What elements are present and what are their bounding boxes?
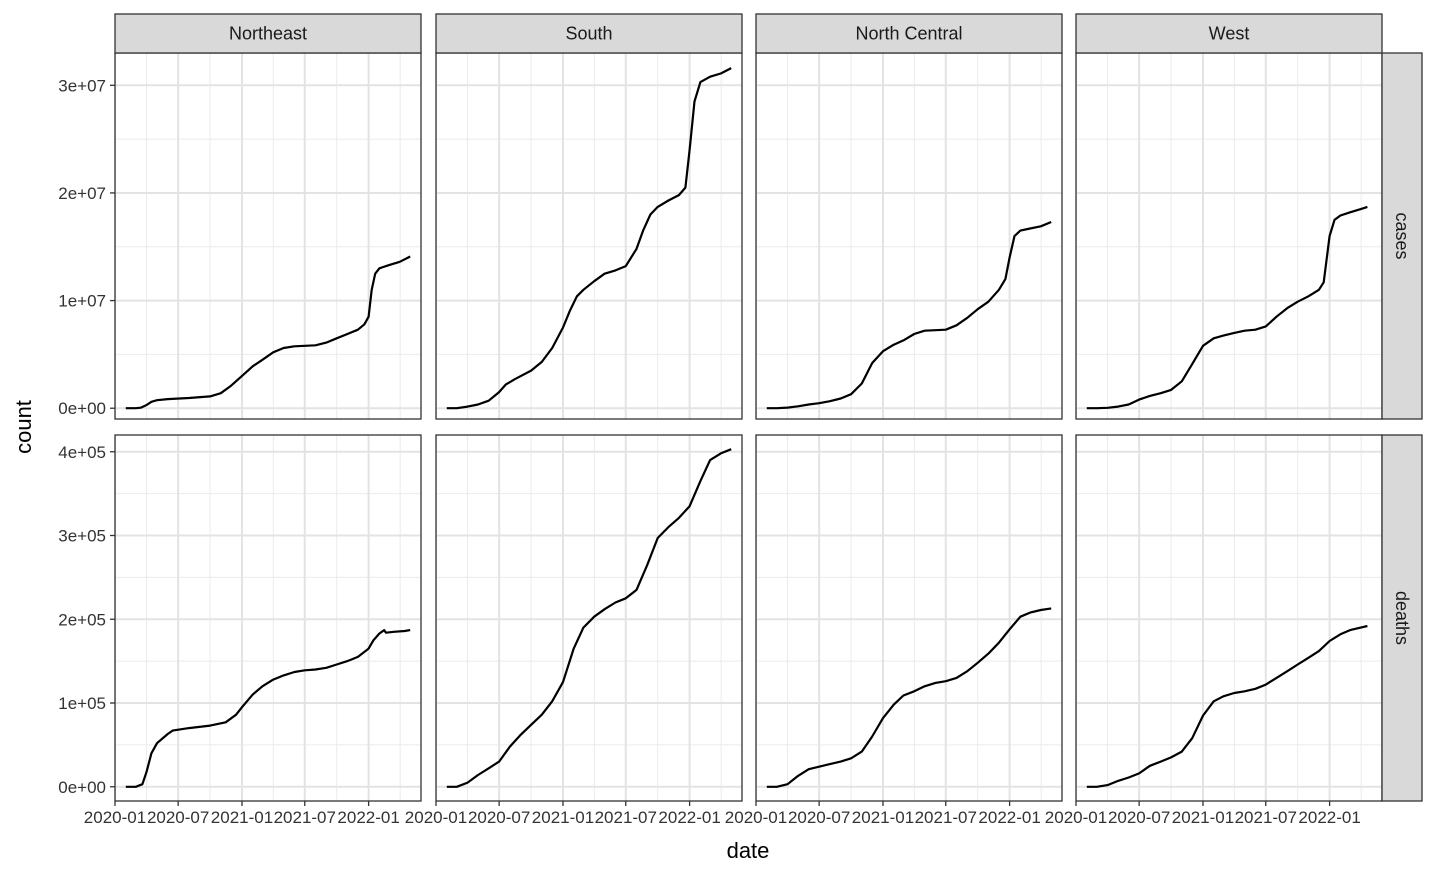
x-tick-label: 2020-01 — [1045, 808, 1107, 827]
y-tick-label: 1e+07 — [58, 292, 106, 311]
strip-background — [1075, 13, 1383, 54]
strip-label-cases: cases — [1392, 212, 1412, 259]
strip-background — [114, 13, 422, 54]
y-tick-label: 0e+00 — [58, 778, 106, 797]
panel-west-cases — [1075, 52, 1383, 420]
series-line-south-deaths — [446, 448, 732, 788]
panel-south-deaths — [435, 434, 743, 806]
panel-background — [115, 435, 421, 801]
strip-cases: cases — [1381, 52, 1423, 420]
gridlines — [115, 435, 421, 801]
y-tick-label: 3e+07 — [58, 76, 106, 95]
x-tick-label: 2022-01 — [658, 808, 720, 827]
strip-background — [1381, 434, 1423, 802]
x-tick-label: 2020-07 — [788, 808, 850, 827]
strip-background — [435, 13, 743, 54]
series-line-north-central-deaths — [766, 607, 1052, 788]
gridlines — [756, 53, 1062, 419]
x-tick-label: 2020-07 — [147, 808, 209, 827]
panel-border — [114, 434, 422, 802]
y-tick-label: 3e+05 — [58, 527, 106, 546]
x-tick-label: 2021-01 — [532, 808, 594, 827]
strip-background — [755, 13, 1063, 54]
panel-background — [756, 53, 1062, 419]
strip-north-central: North Central — [755, 13, 1063, 54]
series-line-north-central-cases — [766, 220, 1052, 410]
x-tick-label: 2021-01 — [211, 808, 273, 827]
x-tick-label: 2020-01 — [725, 808, 787, 827]
x-tick-label: 2020-07 — [1108, 808, 1170, 827]
x-tick-label: 2022-01 — [1298, 808, 1360, 827]
panel-west-deaths — [1075, 434, 1383, 806]
y-tick-label: 2e+07 — [58, 184, 106, 203]
x-tick-label: 2021-07 — [595, 808, 657, 827]
strip-label-south: South — [565, 24, 612, 44]
gridlines — [1076, 53, 1382, 419]
x-tick-label: 2021-07 — [274, 808, 336, 827]
series-line-northeast-deaths — [125, 629, 411, 788]
x-tick-label: 2020-01 — [84, 808, 146, 827]
strip-deaths: deaths — [1381, 434, 1423, 802]
panel-border — [435, 434, 743, 802]
panel-northeast-cases — [114, 52, 422, 420]
x-tick-label: 2022-01 — [337, 808, 399, 827]
strip-label-west: West — [1209, 24, 1250, 44]
gridlines — [436, 53, 742, 419]
series-line-northeast-cases — [125, 255, 411, 410]
gridlines — [1076, 435, 1382, 801]
panel-background — [436, 53, 742, 419]
x-tick-label: 2021-07 — [1235, 808, 1297, 827]
x-axis-title: date — [727, 838, 770, 863]
series-line-west-cases — [1086, 205, 1368, 410]
x-tick-label: 2021-07 — [915, 808, 977, 827]
strip-background — [1381, 52, 1423, 420]
y-axis-title: count — [11, 400, 36, 454]
panel-south-cases — [435, 52, 743, 420]
x-tick-label: 2021-01 — [1172, 808, 1234, 827]
series-line-west-deaths — [1086, 624, 1368, 788]
panel-background — [436, 435, 742, 801]
panel-northeast-deaths — [114, 434, 422, 806]
y-tick-label: 2e+05 — [58, 610, 106, 629]
panel-background — [756, 435, 1062, 801]
panel-background — [115, 53, 421, 419]
x-tick-label: 2020-07 — [468, 808, 530, 827]
y-tick-label: 4e+05 — [58, 443, 106, 462]
x-tick-label: 2020-01 — [405, 808, 467, 827]
panel-north-central-cases — [755, 52, 1063, 420]
y-tick-label: 0e+00 — [58, 399, 106, 418]
gridlines — [756, 435, 1062, 801]
panel-north-central-deaths — [755, 434, 1063, 806]
strip-west: West — [1075, 13, 1383, 54]
panel-border — [755, 434, 1063, 802]
x-tick-label: 2021-01 — [852, 808, 914, 827]
panel-background — [1076, 53, 1382, 419]
series-line-south-cases — [446, 67, 732, 410]
y-tick-label: 1e+05 — [58, 694, 106, 713]
strip-south: South — [435, 13, 743, 54]
panel-background — [1076, 435, 1382, 801]
strip-label-northeast: Northeast — [229, 24, 307, 44]
gridlines — [436, 435, 742, 801]
x-tick-label: 2022-01 — [978, 808, 1040, 827]
strip-label-north-central: North Central — [855, 24, 962, 44]
strip-northeast: Northeast — [114, 13, 422, 54]
strip-label-deaths: deaths — [1392, 591, 1412, 645]
